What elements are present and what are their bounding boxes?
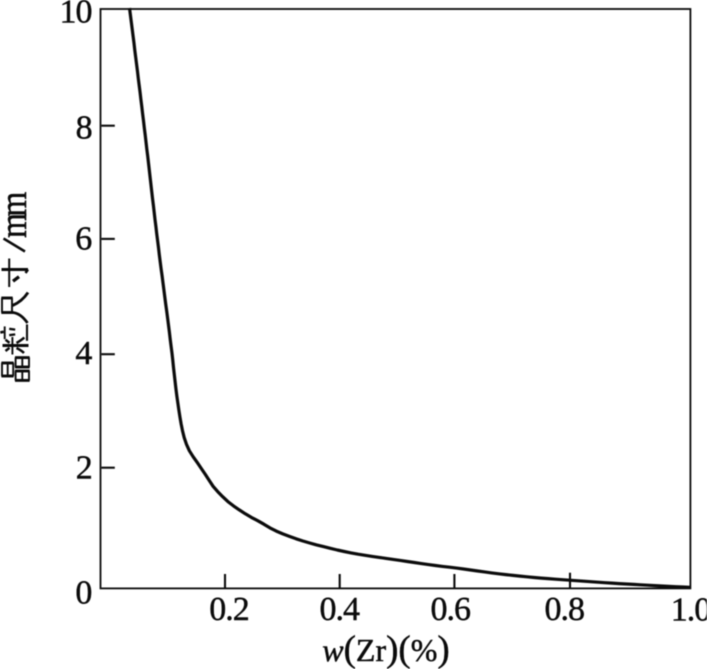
- svg-text:mm: mm: [0, 192, 35, 238]
- svg-text:0.6: 0.6: [431, 591, 471, 628]
- svg-text:10: 10: [60, 0, 92, 31]
- svg-text:w(Zr)(%): w(Zr)(%): [322, 629, 450, 669]
- svg-text:0.8: 0.8: [545, 591, 585, 628]
- svg-text:2: 2: [76, 450, 92, 487]
- svg-text:6: 6: [75, 221, 91, 258]
- svg-text:0.2: 0.2: [209, 591, 249, 628]
- svg-text:4: 4: [75, 335, 92, 372]
- svg-text:0.4: 0.4: [319, 591, 360, 628]
- svg-text:1.0: 1.0: [671, 591, 707, 628]
- svg-text:0: 0: [75, 575, 91, 612]
- svg-text:8: 8: [76, 110, 92, 147]
